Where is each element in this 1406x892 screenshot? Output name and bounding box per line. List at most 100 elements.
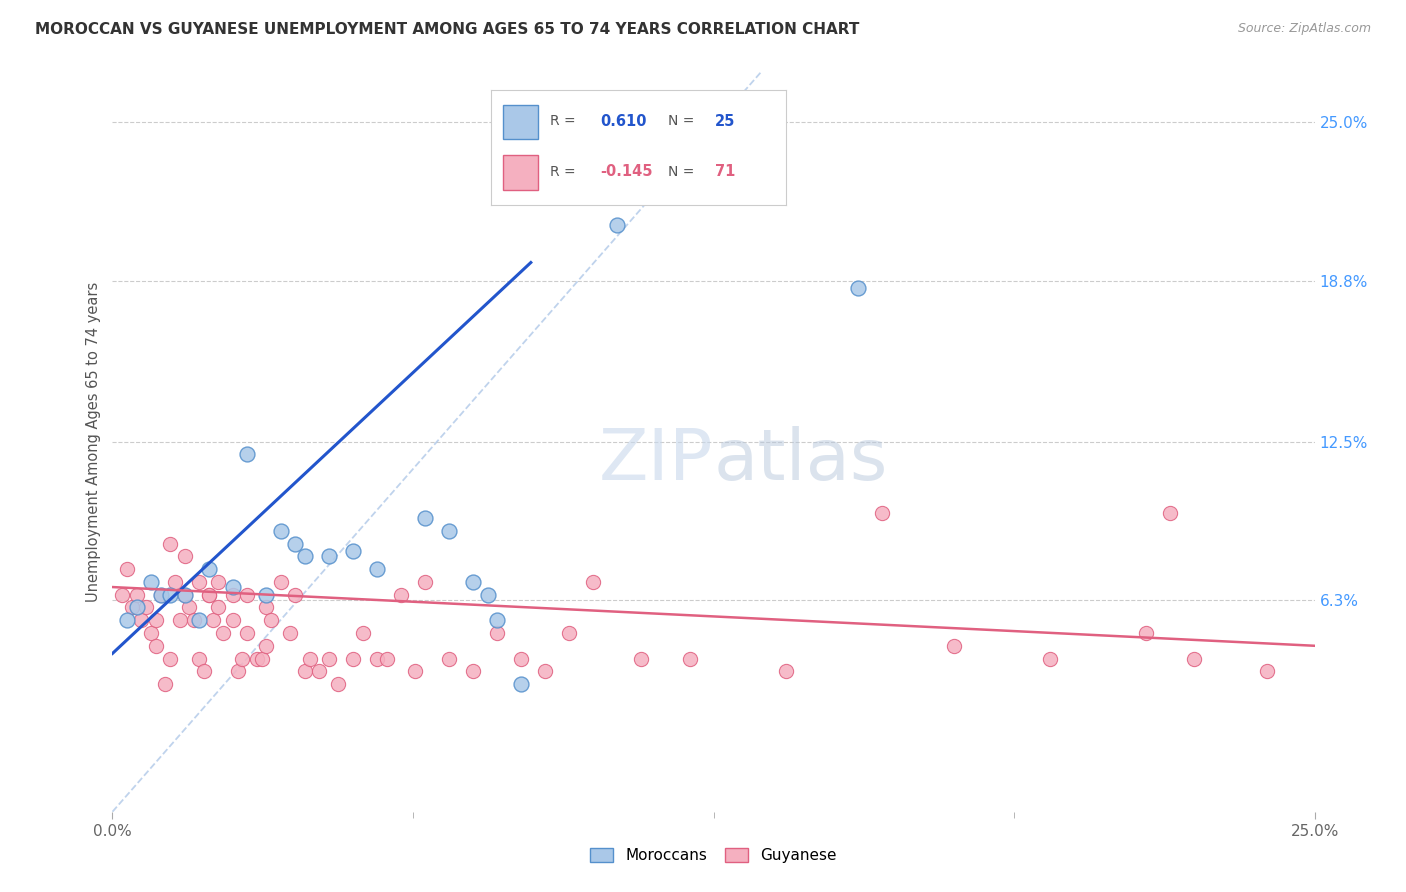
Point	[115, 562, 138, 576]
Point	[318, 549, 340, 564]
Point	[284, 536, 307, 550]
Point	[231, 651, 253, 665]
Point	[169, 613, 191, 627]
Point	[486, 613, 509, 627]
Point	[179, 600, 201, 615]
Point	[270, 574, 292, 589]
Point	[188, 574, 211, 589]
Point	[280, 626, 302, 640]
Point	[212, 626, 235, 640]
Point	[197, 588, 219, 602]
Point	[125, 600, 148, 615]
Point	[250, 651, 273, 665]
Point	[678, 651, 700, 665]
Point	[125, 588, 148, 602]
Point	[197, 588, 219, 602]
Point	[375, 651, 398, 665]
Point	[159, 651, 181, 665]
Point	[236, 447, 259, 461]
Point	[193, 665, 215, 679]
Point	[284, 588, 307, 602]
Point	[1159, 506, 1181, 520]
Point	[222, 588, 245, 602]
Point	[159, 588, 181, 602]
Point	[298, 651, 321, 665]
Point	[437, 524, 460, 538]
Point	[308, 665, 330, 679]
Point	[318, 651, 340, 665]
Legend: Moroccans, Guyanese: Moroccans, Guyanese	[582, 840, 845, 871]
Point	[510, 677, 533, 691]
Point	[1256, 665, 1278, 679]
Point	[413, 511, 436, 525]
Point	[328, 677, 350, 691]
Point	[173, 549, 195, 564]
Point	[582, 574, 605, 589]
Point	[352, 626, 374, 640]
Point	[163, 574, 186, 589]
Point	[159, 536, 181, 550]
Point	[846, 281, 869, 295]
Point	[135, 600, 157, 615]
Point	[942, 639, 965, 653]
Text: MOROCCAN VS GUYANESE UNEMPLOYMENT AMONG AGES 65 TO 74 YEARS CORRELATION CHART: MOROCCAN VS GUYANESE UNEMPLOYMENT AMONG …	[35, 22, 859, 37]
Point	[207, 574, 229, 589]
Point	[486, 626, 509, 640]
Point	[236, 588, 259, 602]
Point	[630, 651, 652, 665]
Point	[389, 588, 412, 602]
Text: ZIP: ZIP	[599, 425, 713, 494]
Point	[121, 600, 143, 615]
Point	[294, 549, 316, 564]
Point	[342, 544, 364, 558]
Point	[254, 588, 277, 602]
Point	[183, 613, 205, 627]
Point	[775, 665, 797, 679]
Point	[145, 639, 167, 653]
Point	[260, 613, 283, 627]
Point	[1184, 651, 1206, 665]
Point	[173, 588, 195, 602]
Point	[222, 580, 245, 594]
Point	[413, 574, 436, 589]
Point	[606, 218, 628, 232]
Point	[188, 651, 211, 665]
Point	[188, 613, 211, 627]
Point	[222, 613, 245, 627]
Point	[254, 600, 277, 615]
Point	[111, 588, 134, 602]
Point	[404, 665, 426, 679]
Point	[236, 626, 259, 640]
Point	[149, 588, 172, 602]
Point	[246, 651, 269, 665]
Point	[131, 613, 153, 627]
Point	[477, 588, 499, 602]
Point	[139, 626, 162, 640]
Point	[226, 665, 249, 679]
Point	[461, 574, 484, 589]
Point	[558, 626, 581, 640]
Point	[270, 524, 292, 538]
Point	[155, 677, 177, 691]
Point	[366, 651, 388, 665]
Point	[254, 639, 277, 653]
Point	[294, 665, 316, 679]
Point	[510, 651, 533, 665]
Point	[342, 651, 364, 665]
Point	[173, 588, 195, 602]
Point	[1135, 626, 1157, 640]
Point	[870, 506, 893, 520]
Point	[202, 613, 225, 627]
Point	[1039, 651, 1062, 665]
Text: atlas: atlas	[713, 425, 889, 494]
Text: Source: ZipAtlas.com: Source: ZipAtlas.com	[1237, 22, 1371, 36]
Point	[366, 562, 388, 576]
Point	[461, 665, 484, 679]
Point	[115, 613, 138, 627]
Y-axis label: Unemployment Among Ages 65 to 74 years: Unemployment Among Ages 65 to 74 years	[86, 281, 101, 602]
Point	[207, 600, 229, 615]
Point	[197, 562, 219, 576]
Point	[437, 651, 460, 665]
Point	[145, 613, 167, 627]
Point	[149, 588, 172, 602]
